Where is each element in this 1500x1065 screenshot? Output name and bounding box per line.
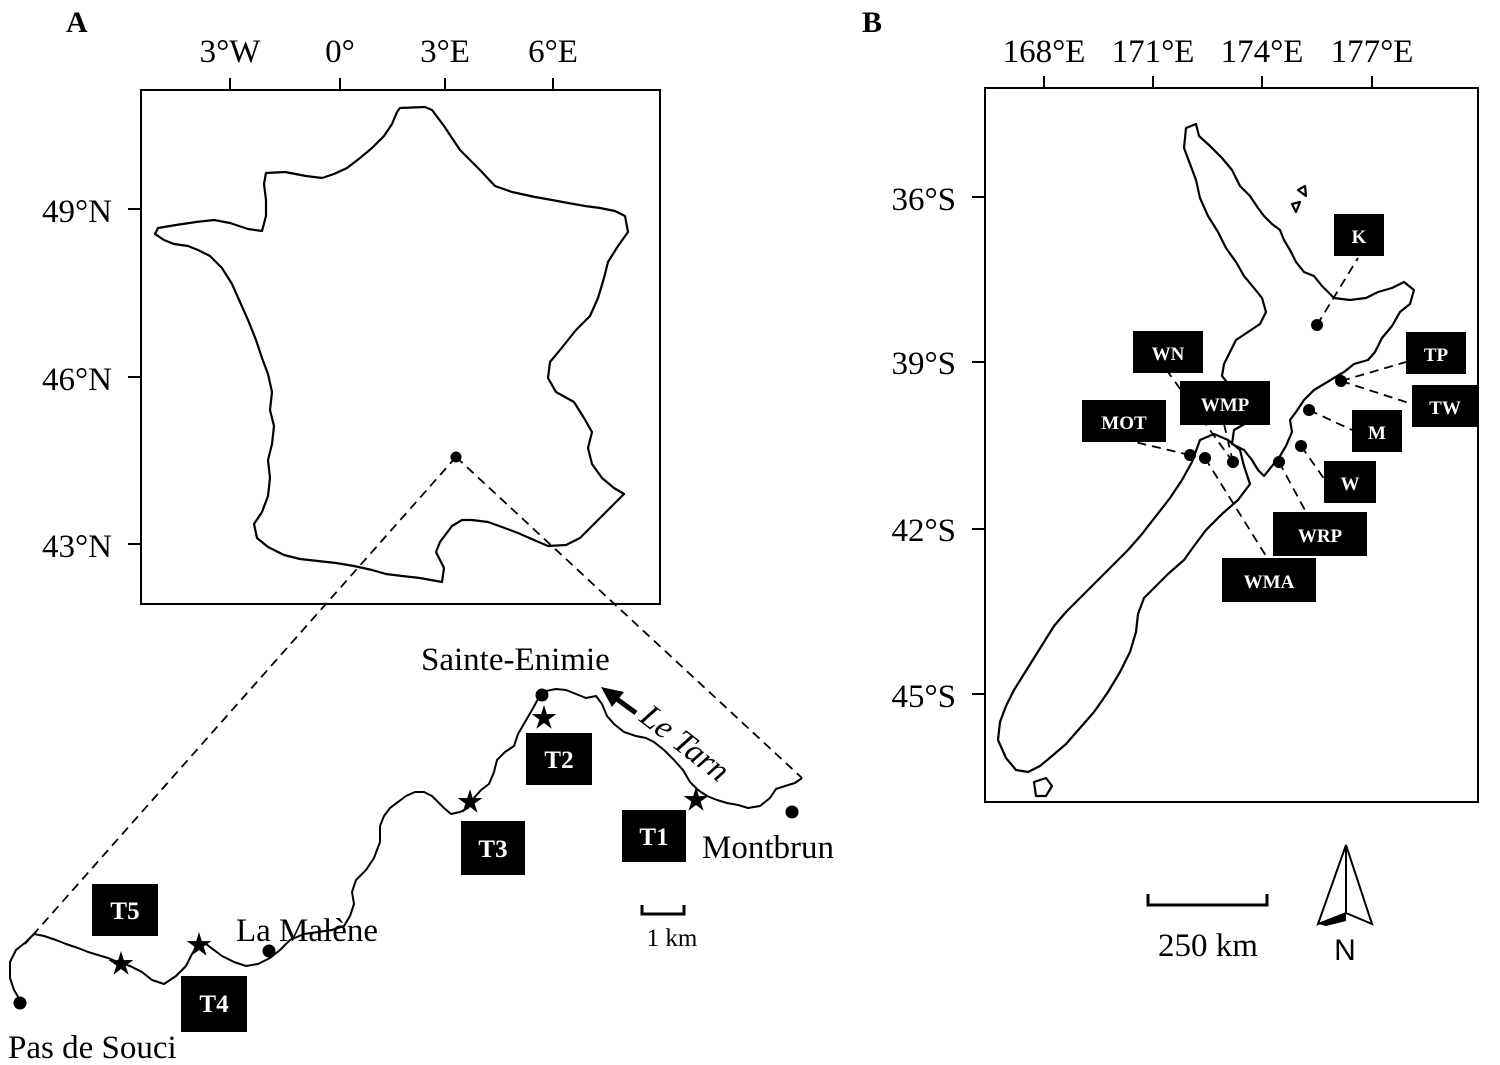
svg-text:TW: TW: [1429, 398, 1461, 419]
scale-bar-a: [640, 905, 686, 916]
frame-ticks-b: [972, 76, 1373, 695]
map-frame-france: [140, 89, 661, 605]
lon-tick-6e: 6°E: [528, 34, 578, 70]
svg-text:T2: T2: [544, 747, 573, 774]
lat-tick-45s: 45°S: [891, 679, 956, 715]
site-label-t2: T2: [526, 733, 592, 785]
lat-tick-36s: 36°S: [891, 182, 956, 218]
star-t5: [108, 951, 134, 975]
lon-tick-174e: 174°E: [1221, 34, 1304, 70]
label-la-malene: La Malène: [236, 913, 378, 949]
lon-tick-3e: 3°E: [420, 34, 470, 70]
lat-tick-46n: 46°N: [42, 362, 112, 398]
river-label: Le Tarn: [632, 697, 736, 789]
panel-b-letter: B: [862, 6, 882, 39]
panel-a-letter: A: [66, 6, 88, 39]
site-label-m: M: [1352, 410, 1402, 452]
svg-text:T1: T1: [639, 824, 668, 851]
svg-text:T4: T4: [199, 991, 229, 1018]
site-label-tp: TP: [1406, 332, 1466, 374]
flow-arrow: [601, 687, 638, 716]
offshore-island: [1290, 200, 1302, 214]
panel-b: B 168°E 171°E 174°E 177°E 36°S 39°S 42°S…: [862, 6, 1479, 967]
france-outline: [153, 105, 630, 584]
great-barrier-island: [1296, 184, 1308, 198]
scale-bar-b: [1146, 894, 1269, 907]
north-island-outline: [1182, 122, 1416, 478]
star-t1: [683, 787, 709, 811]
scale-label-a: 1 km: [647, 925, 698, 952]
frame-ticks-a: [128, 78, 554, 545]
town-dot-montbrun: [785, 805, 799, 819]
site-label-wn: WN: [1133, 331, 1203, 373]
leader-lines: [1125, 257, 1413, 557]
north-arrow-icon: [1316, 844, 1374, 926]
svg-text:TP: TP: [1424, 345, 1449, 366]
site-label-w: W: [1324, 461, 1376, 503]
site-label-t4: T4: [181, 976, 247, 1032]
star-t4: [186, 932, 212, 956]
label-pas-de-souci: Pas de Souci: [8, 1030, 177, 1065]
svg-text:T5: T5: [110, 898, 139, 925]
label-montbrun: Montbrun: [702, 830, 834, 866]
svg-text:T3: T3: [478, 836, 507, 863]
svg-text:WMA: WMA: [1244, 572, 1295, 593]
site-stars: [108, 705, 709, 975]
star-t3: [457, 789, 483, 813]
star-t2: [531, 705, 557, 729]
lon-tick-0: 0°: [325, 34, 355, 70]
svg-text:WRP: WRP: [1298, 526, 1343, 547]
lon-tick-168e: 168°E: [1003, 34, 1086, 70]
zoom-line-right: [455, 456, 803, 779]
svg-text:M: M: [1368, 423, 1386, 444]
site-label-t1: T1: [622, 810, 686, 862]
lon-tick-177e: 177°E: [1331, 34, 1414, 70]
svg-text:WN: WN: [1152, 344, 1185, 365]
svg-text:WMP: WMP: [1201, 395, 1250, 416]
lon-tick-3w: 3°W: [200, 34, 262, 70]
site-label-k: K: [1334, 214, 1384, 256]
town-dot-sainte-enimie: [535, 688, 549, 702]
zoom-line-left: [24, 456, 457, 945]
site-label-wrp: WRP: [1273, 512, 1367, 556]
south-island-outline: [996, 432, 1252, 774]
svg-text:MOT: MOT: [1101, 413, 1147, 434]
lat-tick-49n: 49°N: [42, 194, 112, 230]
site-label-mot: MOT: [1082, 400, 1166, 442]
panel-a: A 3°W 0° 3°E 6°E 49°N 46°N 43°N: [8, 6, 834, 1065]
tarn-river: [9, 688, 803, 1001]
town-dot-pas-de-souci: [13, 996, 27, 1010]
lat-tick-43n: 43°N: [42, 529, 112, 565]
svg-text:K: K: [1352, 227, 1367, 248]
label-sainte-enimie: Sainte-Enimie: [421, 642, 610, 678]
map-frame-new-zealand: [984, 87, 1479, 803]
site-label-wmp: WMP: [1180, 381, 1270, 425]
svg-text:W: W: [1341, 474, 1360, 495]
north-label: N: [1334, 934, 1356, 967]
lat-tick-42s: 42°S: [891, 513, 956, 549]
lon-tick-171e: 171°E: [1112, 34, 1195, 70]
scale-label-b: 250 km: [1158, 928, 1258, 964]
site-label-wma: WMA: [1222, 558, 1316, 602]
town-dot-la-malene: [262, 944, 276, 958]
site-label-tw: TW: [1412, 385, 1478, 427]
site-label-t3: T3: [461, 821, 525, 875]
site-label-t5: T5: [92, 884, 158, 936]
stewart-island: [1032, 776, 1054, 798]
lat-tick-39s: 39°S: [891, 346, 956, 382]
